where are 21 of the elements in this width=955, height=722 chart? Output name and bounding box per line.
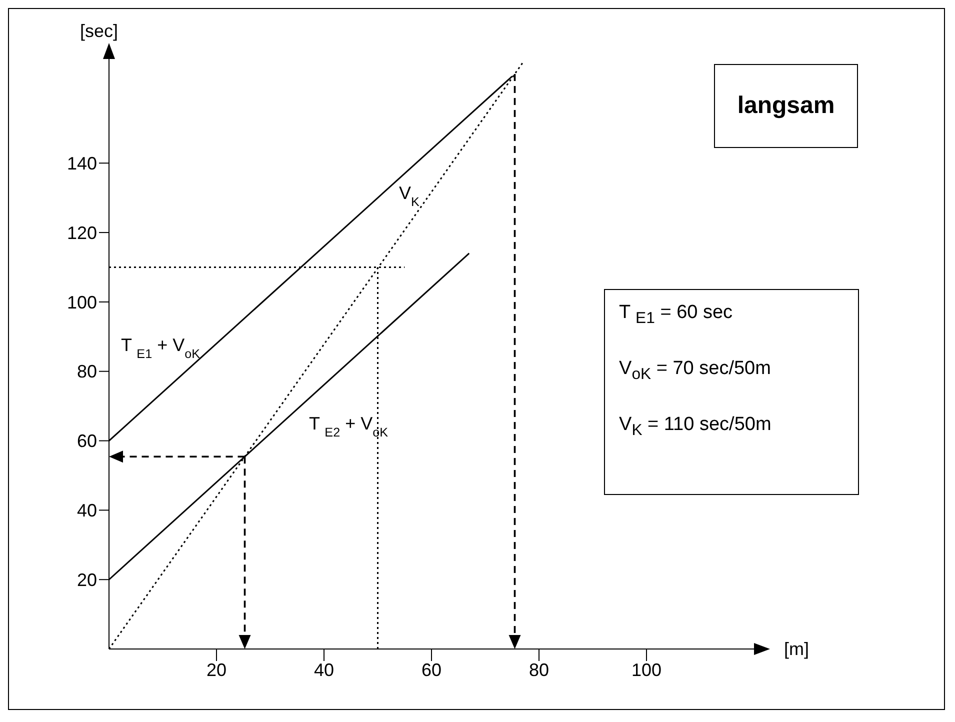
x-tick-label: 100 <box>631 660 662 680</box>
y-tick-label: 120 <box>66 222 97 243</box>
annotation: V$_{oK}$ = 70 sec/50m <box>619 358 772 384</box>
y-tick-label: 100 <box>66 292 97 312</box>
series-label: V$_{K}$ <box>399 183 420 209</box>
y-tick-label: 80 <box>76 362 97 382</box>
x-axis-title: [m] <box>784 639 809 659</box>
y-tick-label: 40 <box>76 500 97 521</box>
y-tick-label: 140 <box>66 154 97 174</box>
series-label: T $_{E1}$ + V$_{oK}$ <box>121 334 201 361</box>
annotation: V$_{K}$ = 110 sec/50m <box>619 414 772 440</box>
y-tick-label: 20 <box>76 570 97 590</box>
x-tick-label: 60 <box>421 660 442 680</box>
annotation: langsam <box>714 64 858 148</box>
y-tick-label: 60 <box>76 431 97 452</box>
y-axis-title: [sec] <box>80 21 118 41</box>
x-tick-label: 20 <box>206 660 227 680</box>
x-tick-label: 40 <box>314 660 334 680</box>
annotation: T $_{E1}$ = 60 sec <box>619 302 734 328</box>
x-tick-label: 80 <box>528 660 550 680</box>
series-label: T $_{E2}$ + V$_{oK}$ <box>309 414 389 440</box>
